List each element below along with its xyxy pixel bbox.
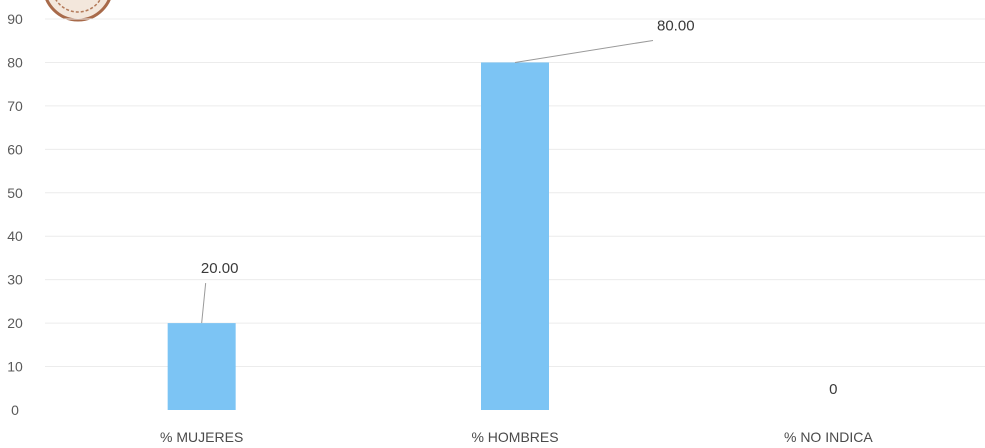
x-axis-categories: % MUJERES % HOMBRES % NO INDICA bbox=[160, 429, 873, 445]
y-tick-label: 10 bbox=[7, 359, 23, 375]
x-category-label: % HOMBRES bbox=[471, 429, 558, 445]
data-label: 0 bbox=[829, 381, 837, 398]
data-label: 80.00 bbox=[657, 17, 695, 34]
leader-line bbox=[201, 283, 207, 324]
y-tick-label: 20 bbox=[7, 315, 23, 331]
y-tick-label: 0 bbox=[11, 402, 19, 418]
y-tick-label: 90 bbox=[7, 11, 23, 27]
bar bbox=[481, 62, 549, 410]
y-tick-label: 30 bbox=[7, 272, 23, 288]
bar bbox=[167, 323, 236, 410]
y-tick-label: 40 bbox=[7, 228, 23, 244]
y-tick-label: 80 bbox=[7, 54, 23, 70]
y-tick-label: 70 bbox=[7, 98, 23, 114]
x-category-label: % NO INDICA bbox=[784, 429, 873, 445]
x-category-label: % MUJERES bbox=[160, 429, 243, 445]
y-axis-ticks: 0 10 20 30 40 50 60 70 80 90 bbox=[7, 11, 23, 418]
gridlines bbox=[45, 18, 985, 368]
leader-line bbox=[514, 39, 654, 63]
y-tick-label: 50 bbox=[7, 185, 23, 201]
data-label: 20.00 bbox=[201, 260, 239, 277]
data-labels: 20.00 80.00 0 bbox=[201, 17, 838, 398]
seal-logo bbox=[45, 0, 111, 22]
bars bbox=[167, 62, 549, 410]
y-tick-label: 60 bbox=[7, 141, 23, 157]
